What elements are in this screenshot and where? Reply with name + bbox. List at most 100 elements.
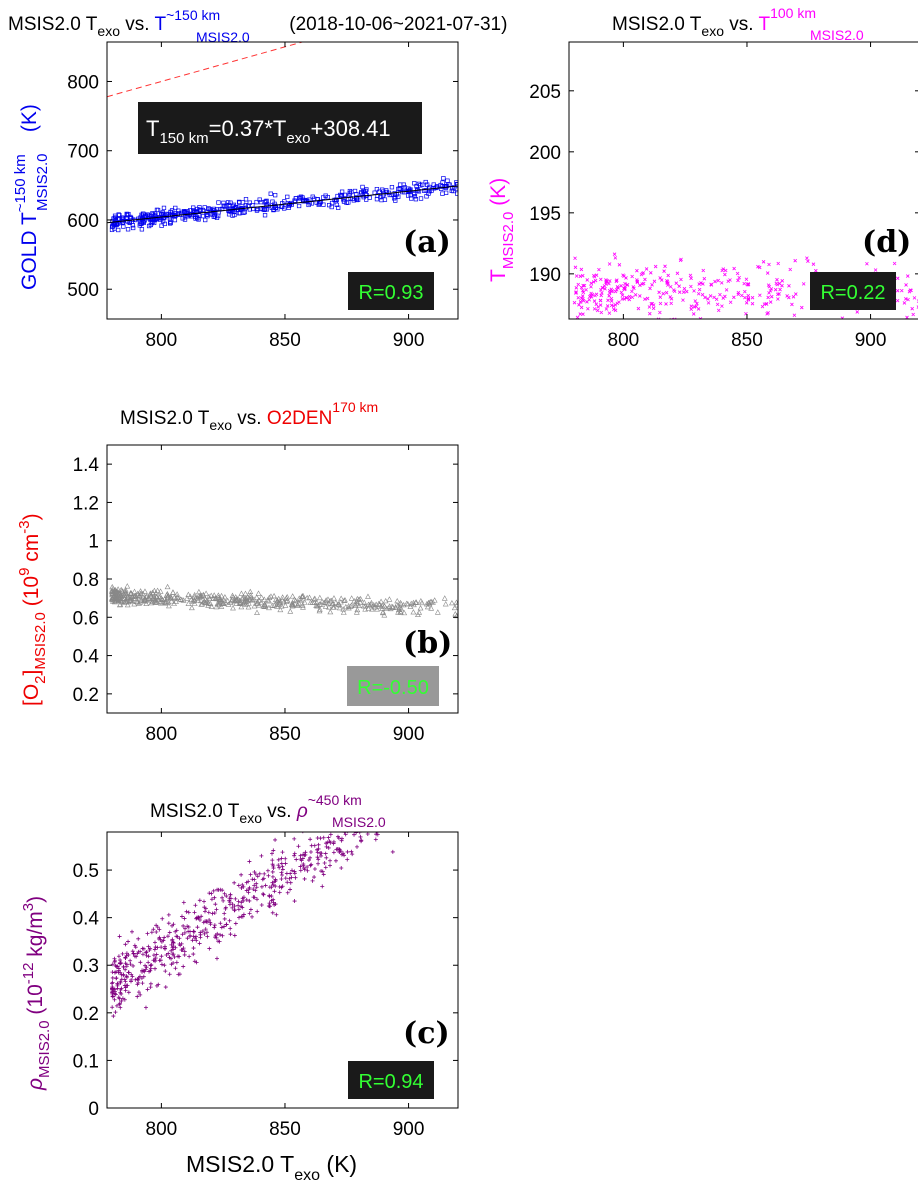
data-point bbox=[152, 940, 157, 945]
data-point bbox=[613, 308, 618, 313]
data-point bbox=[172, 954, 177, 959]
data-point bbox=[143, 950, 148, 955]
data-point bbox=[243, 203, 248, 208]
data-point bbox=[744, 301, 749, 305]
data-point bbox=[141, 974, 146, 979]
data-point bbox=[378, 799, 382, 803]
data-point bbox=[262, 213, 268, 218]
data-point bbox=[206, 910, 211, 915]
data-point bbox=[293, 875, 298, 880]
data-point bbox=[222, 916, 227, 921]
data-point bbox=[669, 297, 674, 301]
data-point bbox=[765, 271, 770, 275]
data-point bbox=[316, 594, 323, 601]
data-point bbox=[110, 994, 115, 999]
fit-line bbox=[107, 185, 458, 224]
data-point bbox=[243, 197, 249, 202]
data-point bbox=[674, 281, 679, 285]
data-point bbox=[908, 288, 913, 292]
y-tick-label: 0.3 bbox=[73, 956, 99, 977]
data-point bbox=[159, 223, 164, 228]
data-point bbox=[361, 603, 367, 609]
data-point bbox=[114, 976, 119, 981]
data-point bbox=[109, 590, 116, 597]
data-point bbox=[223, 906, 228, 911]
data-point bbox=[619, 290, 624, 295]
data-point bbox=[163, 592, 170, 598]
data-point bbox=[607, 288, 612, 293]
data-point bbox=[170, 589, 176, 595]
data-point bbox=[342, 853, 347, 858]
data-point bbox=[590, 292, 595, 297]
data-point bbox=[164, 952, 169, 957]
data-point bbox=[728, 278, 732, 282]
data-point bbox=[321, 599, 327, 606]
data-point bbox=[132, 593, 139, 599]
data-point bbox=[137, 588, 144, 594]
data-point bbox=[121, 973, 126, 978]
data-point bbox=[159, 945, 164, 950]
data-point bbox=[262, 871, 267, 876]
data-point bbox=[135, 994, 140, 999]
data-point bbox=[119, 999, 124, 1004]
data-point bbox=[697, 282, 701, 286]
data-point bbox=[616, 286, 620, 290]
panel-a-equation-box: T150 km=0.37*Texo+308.41 bbox=[138, 102, 422, 154]
data-point bbox=[272, 889, 277, 894]
data-point bbox=[232, 597, 238, 604]
data-point bbox=[739, 293, 744, 298]
data-point bbox=[420, 182, 425, 187]
data-point bbox=[697, 287, 702, 292]
data-point bbox=[326, 604, 332, 610]
data-point bbox=[592, 273, 596, 278]
data-point bbox=[170, 940, 175, 945]
data-point bbox=[397, 187, 403, 192]
panel-a-axes-box bbox=[106, 41, 459, 320]
data-point bbox=[203, 217, 208, 223]
data-point bbox=[198, 930, 203, 935]
data-point bbox=[111, 1014, 116, 1019]
data-point bbox=[443, 190, 449, 195]
data-point bbox=[164, 593, 171, 599]
panel-c-title: MSIS2.0 Texo vs. ρ~450 km MSIS2.0 bbox=[150, 792, 386, 830]
data-point bbox=[110, 1005, 115, 1010]
data-point bbox=[371, 604, 378, 610]
data-point bbox=[855, 310, 860, 314]
data-point bbox=[325, 195, 330, 200]
data-point bbox=[200, 598, 207, 605]
data-point bbox=[630, 274, 634, 279]
data-point bbox=[160, 210, 165, 215]
data-point bbox=[141, 946, 146, 951]
data-point bbox=[185, 924, 190, 929]
data-point bbox=[218, 921, 223, 926]
data-point bbox=[245, 600, 252, 606]
y-tick-label: 190 bbox=[529, 265, 561, 286]
data-point bbox=[205, 934, 210, 939]
y-tick-label: 600 bbox=[67, 211, 99, 232]
data-point bbox=[596, 305, 601, 309]
data-point bbox=[358, 191, 364, 196]
data-point bbox=[272, 902, 277, 907]
data-point bbox=[365, 832, 370, 836]
data-point bbox=[677, 290, 682, 294]
data-point bbox=[352, 602, 359, 608]
data-point bbox=[389, 185, 395, 190]
data-point bbox=[666, 283, 670, 287]
data-point bbox=[279, 597, 286, 603]
data-point bbox=[372, 801, 376, 805]
data-point bbox=[604, 307, 609, 311]
panel-a-plot-area bbox=[107, 42, 458, 233]
data-point bbox=[622, 297, 627, 301]
data-point bbox=[347, 832, 349, 834]
panel-b-letter: (b) bbox=[403, 626, 452, 661]
data-point bbox=[695, 301, 699, 306]
data-point bbox=[155, 207, 161, 213]
data-point bbox=[118, 1005, 123, 1010]
data-point bbox=[244, 597, 251, 603]
data-point bbox=[909, 288, 913, 293]
data-point bbox=[302, 832, 304, 834]
data-point bbox=[136, 990, 141, 995]
panel-a-r-value: R=0.93 bbox=[358, 282, 423, 304]
data-point bbox=[339, 189, 345, 194]
data-point bbox=[636, 306, 641, 311]
